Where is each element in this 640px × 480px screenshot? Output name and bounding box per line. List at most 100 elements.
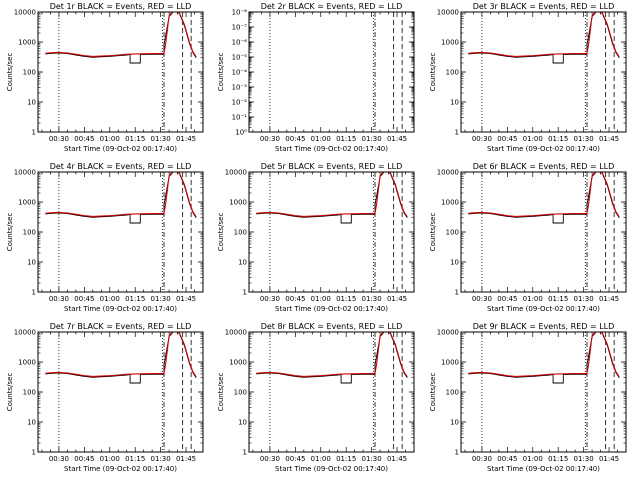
x-tick-label: 00:30: [260, 455, 280, 463]
plot-frame: [37, 171, 204, 293]
y-tick-label: 1: [32, 449, 36, 457]
x-tick-label: 00:30: [472, 295, 492, 303]
x-tick-label: 00:45: [285, 295, 305, 303]
plot-frame: [460, 171, 627, 293]
x-tick-label: 01:15: [548, 135, 568, 143]
x-tick-label: 00:30: [49, 295, 69, 303]
data-series-group: [468, 332, 620, 384]
x-tick-label: 01:00: [523, 135, 543, 143]
y-tick-label: 1: [243, 449, 247, 457]
data-series-group: [45, 12, 197, 64]
y-tick-label: 10: [238, 419, 247, 427]
x-axis-title: Start Time (09-Oct-02 00:17:40): [487, 145, 600, 153]
x-tick-label: 01:30: [151, 455, 171, 463]
data-series-group: [256, 172, 408, 224]
y-tick-label: 10000: [437, 9, 459, 17]
y-tick-label: 1000: [18, 39, 36, 47]
x-tick-label: 01:45: [176, 295, 196, 303]
x-tick-label: 01:15: [548, 455, 568, 463]
y-tick-label: 100: [23, 69, 36, 77]
y-tick-label: 10⁻³: [232, 84, 248, 92]
y-axis-title: Counts/sec: [217, 213, 225, 252]
y-axis-title: Counts/sec: [6, 213, 14, 252]
y-axis-title: Counts/sec: [217, 53, 225, 92]
x-tick-label: 01:00: [100, 295, 120, 303]
y-tick-label: 10: [450, 99, 459, 107]
panel-title: Det 3r BLACK = Events, RED = LLD: [473, 2, 615, 11]
y-tick-label: 100: [234, 389, 247, 397]
panel-title: Det 1r BLACK = Events, RED = LLD: [50, 2, 192, 11]
plot-frame: [248, 331, 415, 453]
panel-det-7r: Det 7r BLACK = Events, RED = LLD Counts/s…: [6, 322, 204, 473]
y-tick-label: 100: [23, 389, 36, 397]
y-axis-title: Counts/sec: [6, 53, 14, 92]
panel-det-9r: Det 9r BLACK = Events, RED = LLD Counts/s…: [429, 322, 627, 473]
series-lld: [468, 172, 620, 218]
y-tick-label: 100: [446, 69, 459, 77]
y-tick-label: 1: [455, 449, 459, 457]
y-tick-label: 10000: [14, 9, 36, 17]
panel-det-5r: Det 5r BLACK = Events, RED = LLD Counts/s…: [217, 162, 415, 313]
x-tick-label: 00:30: [49, 455, 69, 463]
y-tick-label: 1: [243, 289, 247, 297]
x-tick-label: 01:00: [311, 455, 331, 463]
x-tick-label: 00:45: [285, 135, 305, 143]
y-tick-label: 10⁻⁶: [232, 39, 248, 47]
y-axis-title: Counts/sec: [429, 213, 437, 252]
x-tick-label: 01:15: [548, 295, 568, 303]
x-axis-title: Start Time (09-Oct-02 00:17:40): [64, 465, 177, 473]
y-tick-label: 1: [32, 289, 36, 297]
panel-det-2r: Det 2r BLACK = Events, RED = LLD Counts/s…: [217, 2, 415, 153]
x-axis-title: Start Time (09-Oct-02 00:17:40): [487, 305, 600, 313]
y-tick-label: 10000: [14, 329, 36, 337]
x-tick-label: 00:45: [74, 135, 94, 143]
panel-title: Det 2r BLACK = Events, RED = LLD: [261, 2, 403, 11]
series-lld: [468, 12, 620, 58]
y-tick-label: 100: [234, 229, 247, 237]
y-axis-title: Counts/sec: [6, 373, 14, 412]
y-tick-label: 1000: [441, 199, 459, 207]
y-tick-label: 10: [450, 419, 459, 427]
x-tick-label: 01:15: [125, 295, 145, 303]
panel-det-6r: Det 6r BLACK = Events, RED = LLD Counts/s…: [429, 162, 627, 313]
panel-det-3r: Det 3r BLACK = Events, RED = LLD Counts/s…: [429, 2, 627, 153]
x-tick-label: 00:45: [74, 455, 94, 463]
x-tick-label: 01:30: [362, 295, 382, 303]
series-lld: [45, 332, 197, 378]
data-series-group: [468, 172, 620, 224]
x-tick-label: 01:45: [599, 455, 619, 463]
y-tick-label: 10⁻⁴: [232, 69, 248, 77]
y-tick-label: 100: [446, 389, 459, 397]
x-tick-label: 01:30: [362, 135, 382, 143]
x-tick-label: 01:00: [523, 295, 543, 303]
data-series-group: [256, 332, 408, 384]
x-axis-title: Start Time (09-Oct-02 00:17:40): [64, 145, 177, 153]
y-tick-label: 1: [455, 129, 459, 137]
x-axis-title: Start Time (09-Oct-02 00:17:40): [64, 305, 177, 313]
plot-frame: [460, 331, 627, 453]
panel-title: Det 4r BLACK = Events, RED = LLD: [50, 162, 192, 171]
x-tick-label: 01:45: [599, 135, 619, 143]
panel-det-8r: Det 8r BLACK = Events, RED = LLD Counts/s…: [217, 322, 415, 473]
data-series-group: [45, 172, 197, 224]
y-tick-label: 100: [23, 229, 36, 237]
y-tick-label: 10000: [225, 329, 247, 337]
x-tick-label: 00:45: [497, 295, 517, 303]
plot-frame: [460, 11, 627, 133]
panel-title: Det 9r BLACK = Events, RED = LLD: [473, 322, 615, 331]
y-tick-label: 1000: [18, 359, 36, 367]
y-tick-label: 10⁻⁸: [232, 9, 248, 17]
x-tick-label: 01:45: [387, 455, 407, 463]
y-tick-label: 10: [238, 259, 247, 267]
x-tick-label: 00:45: [285, 455, 305, 463]
panel-title: Det 6r BLACK = Events, RED = LLD: [473, 162, 615, 171]
y-tick-label: 10⁰: [235, 129, 247, 137]
y-tick-label: 10000: [14, 169, 36, 177]
series-lld: [256, 172, 408, 218]
panel-det-1r: Det 1r BLACK = Events, RED = LLD Counts/s…: [6, 2, 204, 153]
x-tick-label: 00:30: [260, 135, 280, 143]
x-tick-label: 01:30: [151, 135, 171, 143]
x-tick-label: 01:45: [599, 295, 619, 303]
x-tick-label: 00:45: [497, 455, 517, 463]
